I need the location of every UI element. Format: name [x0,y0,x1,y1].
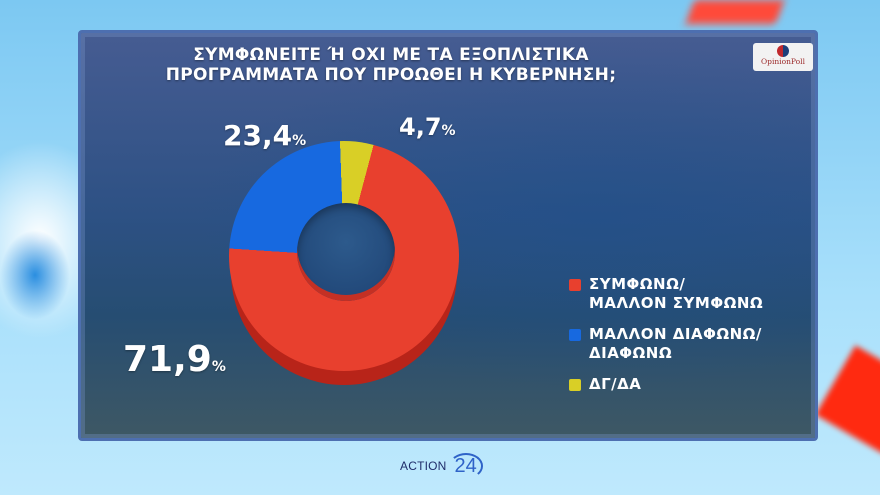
title-line-1: ΣΥΜΦΩΝΕΙΤΕ Ή ΟΧΙ ΜΕ ΤΑ ΕΞΟΠΛΙΣΤΙΚΑ [193,45,589,65]
background-red-shape [815,345,880,455]
legend-item-dk: ΔΓ/ΔΑ [569,375,763,394]
title-line-2: ΠΡΟΓΡΑΜΜΑΤΑ ΠΟΥ ΠΡΟΩΘΕΙ Η ΚΥΒΕΡΝΗΣΗ; [165,65,617,85]
yellow-swatch-icon [569,379,581,391]
chart-panel: ΣΥΜΦΩΝΕΙΤΕ Ή ΟΧΙ ΜΕ ΤΑ ΕΞΟΠΛΙΣΤΙΚΑ ΠΡΟΓΡ… [78,30,818,441]
donut-chart [229,141,461,385]
legend-item-agree: ΣΥΜΦΩΝΩ/ ΜΑΛΛΟΝ ΣΥΜΦΩΝΩ [569,275,763,313]
channel-number: 24 [448,453,483,479]
donut-hole [297,203,395,301]
opinionpoll-logo: OpinionPoll [753,43,813,71]
legend: ΣΥΜΦΩΝΩ/ ΜΑΛΛΟΝ ΣΥΜΦΩΝΩ ΜΑΛΛΟΝ ΔΙΑΦΩΝΩ/ … [569,275,763,406]
label-agree: 71,9% [123,339,226,380]
blue-swatch-icon [569,329,581,341]
legend-item-disagree: ΜΑΛΛΟΝ ΔΙΑΦΩΝΩ/ ΔΙΑΦΩΝΩ [569,325,763,363]
background-red-shape-top [685,0,785,24]
logo-circle-icon [777,45,789,57]
background-blur [0,230,70,320]
red-swatch-icon [569,279,581,291]
channel-logo: ACTION 24 [400,453,483,479]
chart-title: ΣΥΜΦΩΝΕΙΤΕ Ή ΟΧΙ ΜΕ ΤΑ ΕΞΟΠΛΙΣΤΙΚΑ ΠΡΟΓΡ… [81,45,701,85]
logo-text: OpinionPoll [761,57,805,66]
label-disagree: 23,4% [223,119,307,152]
label-dk: 4,7% [399,113,456,141]
channel-name: ACTION [400,459,447,473]
